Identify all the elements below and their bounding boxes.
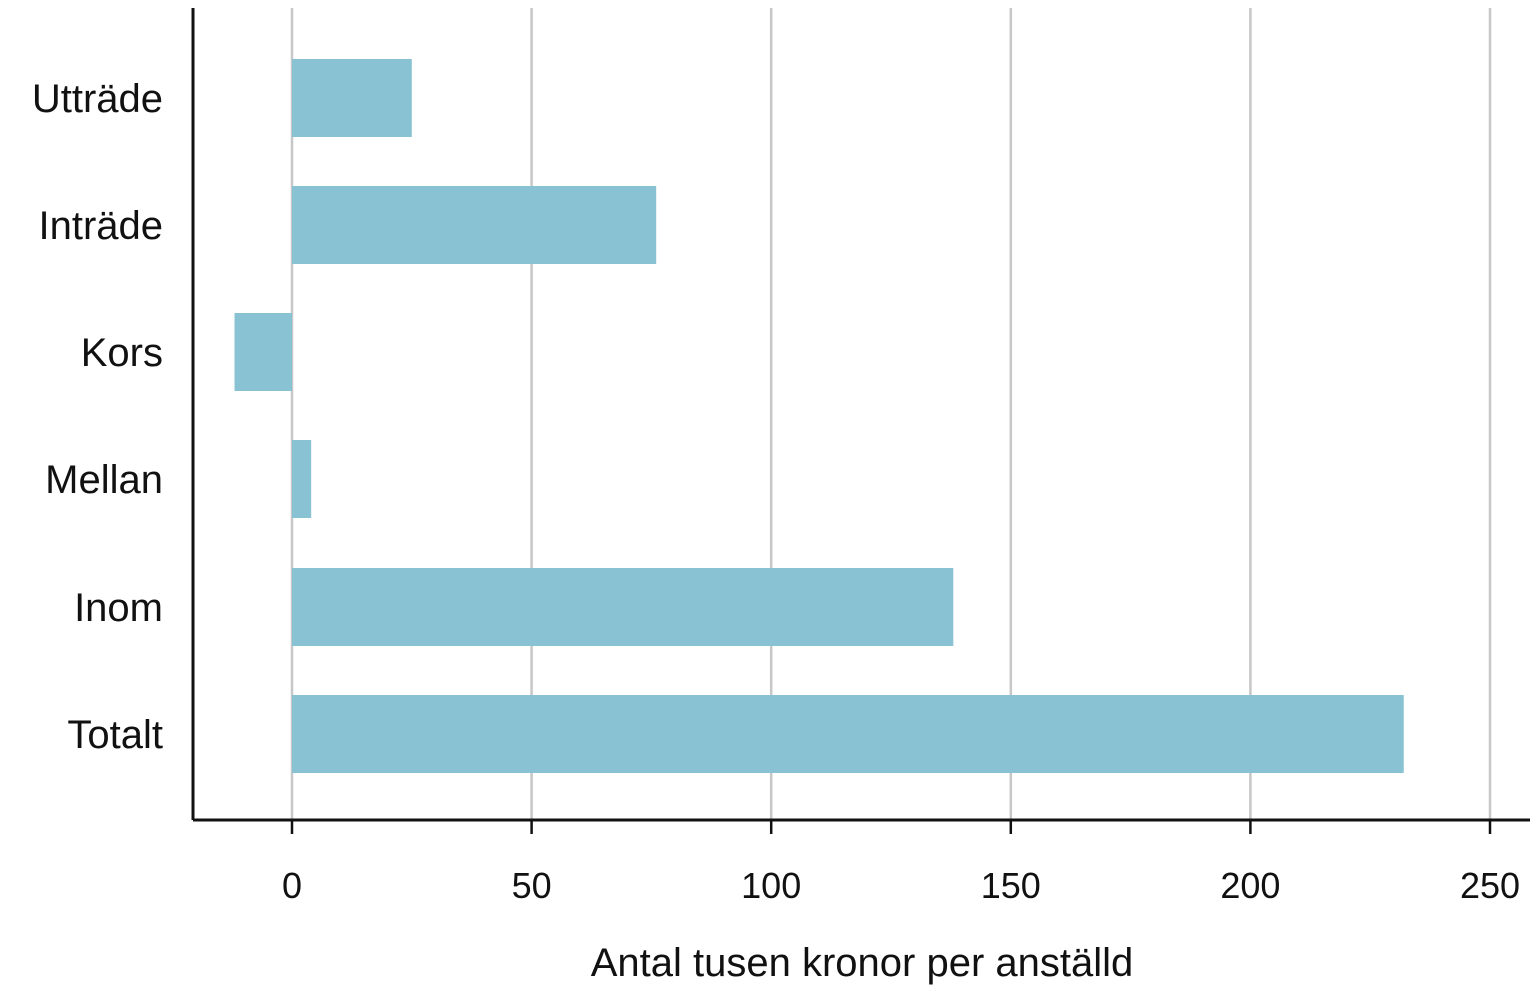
- x-tick-label: 200: [1220, 865, 1280, 906]
- category-label: Totalt: [67, 713, 163, 757]
- x-tick-label: 100: [741, 865, 801, 906]
- category-label: Kors: [81, 331, 163, 375]
- axes: [191, 8, 1530, 822]
- bar-utträde: [292, 59, 412, 137]
- x-tick-label: 0: [282, 865, 302, 906]
- gridlines: [290, 8, 1492, 820]
- x-tick-label: 250: [1460, 865, 1520, 906]
- category-label: Inträde: [38, 204, 163, 248]
- bar-kors: [234, 313, 292, 391]
- x-tick-label: 50: [512, 865, 552, 906]
- x-tick-labels: 0 50 100 150 200 250: [282, 820, 1520, 906]
- category-label: Inom: [74, 586, 163, 630]
- bar-totalt: [292, 695, 1404, 773]
- category-labels: Utträde Inträde Kors Mellan Inom Totalt: [32, 77, 163, 757]
- category-label: Mellan: [45, 458, 163, 502]
- x-tick-label: 150: [981, 865, 1041, 906]
- bar-inträde: [292, 186, 657, 264]
- bars: [234, 59, 1404, 773]
- x-axis-title: Antal tusen kronor per anställd: [591, 941, 1134, 985]
- category-label: Utträde: [32, 77, 163, 121]
- bar-inom: [292, 568, 954, 646]
- bar-mellan: [292, 440, 312, 518]
